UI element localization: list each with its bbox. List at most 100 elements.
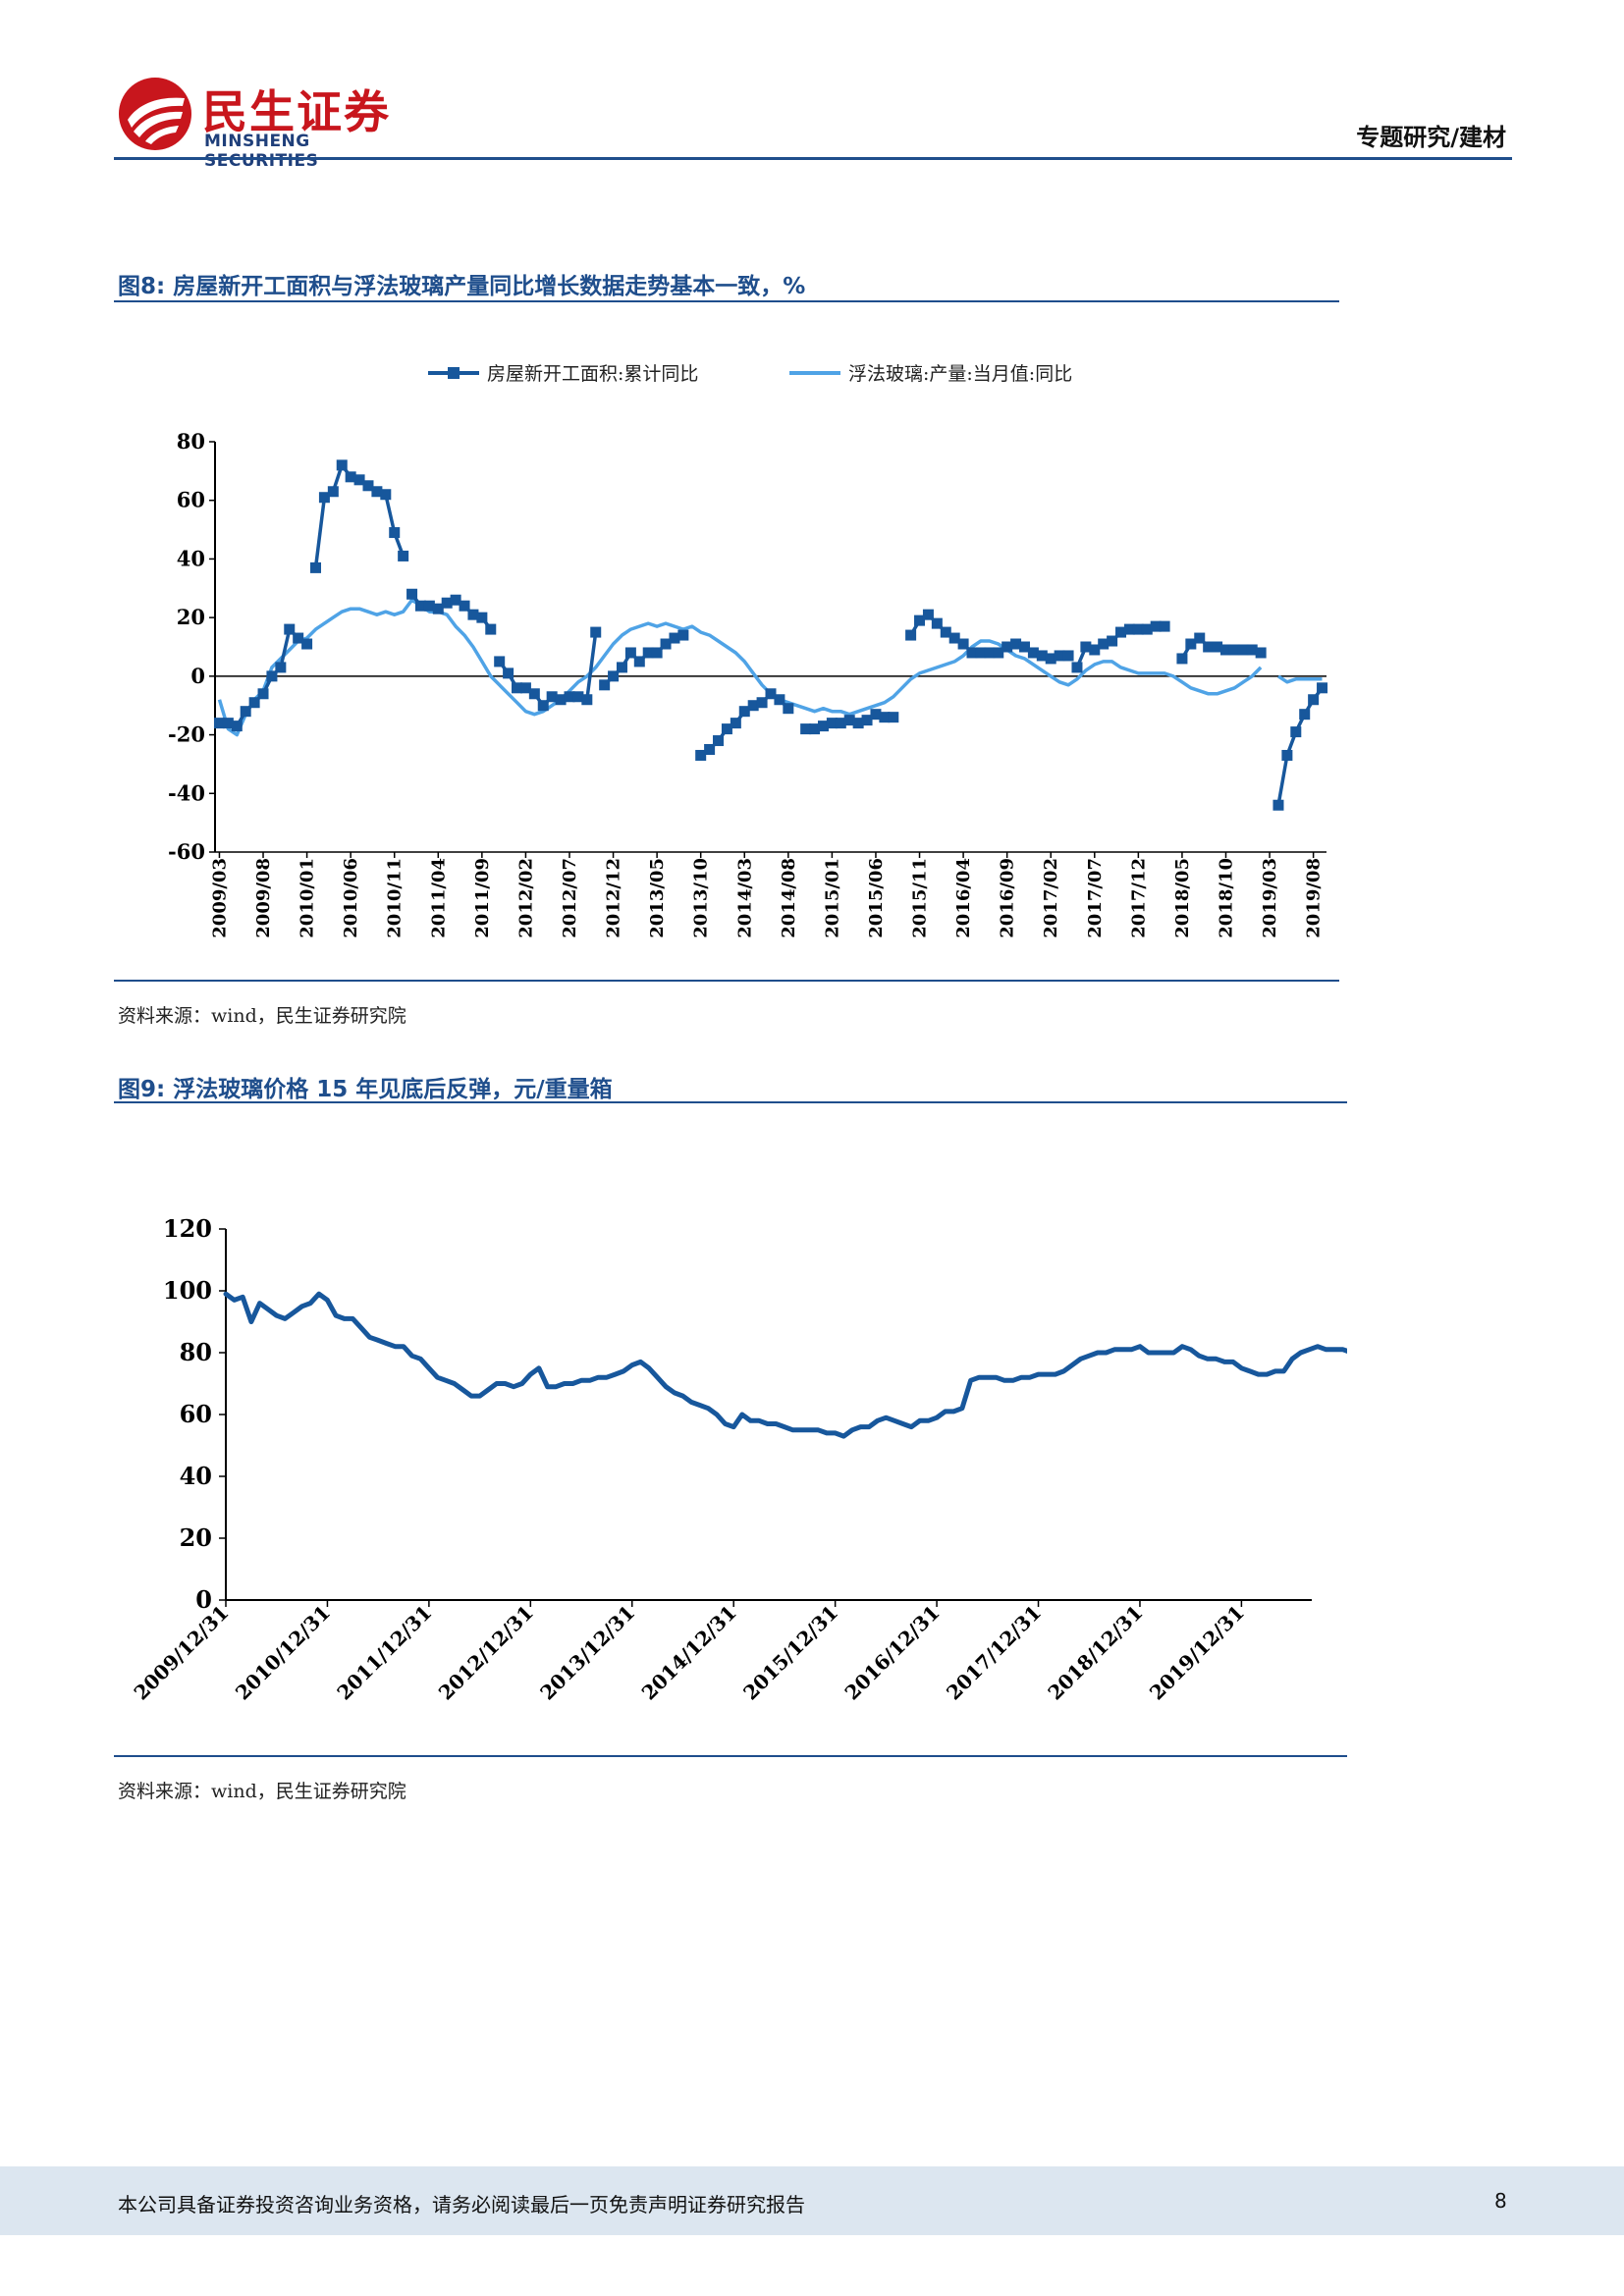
series-marker-housing [783, 703, 794, 715]
figure8-chart: 房屋新开工面积:累计同比 浮法玻璃:产量:当月值:同比 80 60 40 20 0 -20 -4… [168, 363, 1328, 938]
series-marker-housing [1036, 650, 1048, 662]
series-marker-housing [327, 486, 339, 498]
x-tick-label: 2012/02 [515, 858, 536, 938]
y-tick-label: 40 [177, 546, 205, 570]
series-marker-housing [1080, 641, 1092, 653]
figure9-chart: 120 100 80 60 40 20 02009/12/312010/12/312011/… [130, 1214, 1347, 1705]
series-marker-housing [966, 647, 978, 659]
series-marker-housing [1018, 641, 1030, 653]
series-marker-housing [633, 656, 645, 667]
series-marker-housing [852, 718, 864, 729]
series-marker-housing [651, 647, 663, 659]
series-marker-housing [861, 715, 873, 726]
x-tick-label: 2012/12 [604, 858, 624, 938]
series-marker-housing [1246, 644, 1258, 656]
series-line-glass [1277, 674, 1323, 684]
series-marker-housing [345, 471, 356, 483]
page-number: 8 [1494, 2189, 1507, 2213]
series-marker-housing [624, 647, 636, 659]
series-marker-housing [1317, 682, 1328, 694]
x-tick-label: 2009/03 [209, 858, 230, 938]
series-marker-housing [993, 647, 1004, 659]
series-marker-housing [695, 749, 707, 761]
footer-bar [0, 2166, 1624, 2235]
legend-label-housing: 房屋新开工面积:累计同比 [487, 363, 698, 385]
series-marker-housing [721, 723, 732, 735]
series-marker-housing [730, 718, 741, 729]
series-marker-housing [835, 718, 846, 729]
y-tick-label: 20 [177, 605, 205, 629]
series-marker-housing [660, 638, 672, 650]
series-marker-housing [914, 614, 926, 626]
footer-disclaimer: 本公司具备证券投资咨询业务资格，请务必阅读最后一页免责声明证券研究报告 [118, 2193, 805, 2216]
series-marker-housing [1299, 709, 1311, 721]
figure9-title: 图9: 浮法玻璃价格 15 年见底后反弹，元/重量箱 [118, 1077, 613, 1102]
x-tick-label: 2014/12/31 [637, 1601, 741, 1705]
x-tick-label: 2013/05 [647, 858, 668, 938]
series-marker-housing [310, 561, 322, 573]
series-marker-housing [599, 679, 611, 691]
series-marker-housing [774, 694, 785, 706]
series-marker-housing [1228, 644, 1240, 656]
x-tick-label: 2018/12/31 [1043, 1601, 1147, 1705]
y-tick-label: -40 [168, 780, 205, 805]
series-marker-housing [546, 691, 558, 703]
series-marker-housing [389, 527, 401, 539]
series-marker-housing [1255, 647, 1267, 659]
series-marker-housing [704, 744, 716, 755]
legend-label-glass: 浮法玻璃:产量:当月值:同比 [848, 363, 1072, 385]
series-marker-housing [528, 688, 540, 700]
y-tick-label: 80 [180, 1338, 212, 1366]
x-tick-label: 2017/12/31 [942, 1601, 1046, 1705]
series-marker-housing [257, 688, 269, 700]
series-marker-housing [931, 617, 943, 629]
series-marker-housing [1176, 653, 1188, 665]
x-tick-label: 2017/02 [1041, 858, 1061, 938]
series-marker-housing [467, 609, 479, 620]
y-tick-label: 120 [163, 1214, 212, 1243]
series-marker-housing [1123, 623, 1135, 635]
x-tick-label: 2019/12/31 [1145, 1601, 1249, 1705]
x-tick-label: 2017/07 [1085, 858, 1106, 938]
series-marker-housing [1194, 632, 1206, 644]
x-tick-label: 2019/03 [1260, 858, 1280, 938]
x-tick-label: 2015/06 [866, 858, 887, 938]
series-marker-housing [1054, 650, 1065, 662]
series-marker-housing [1010, 638, 1022, 650]
series-marker-housing [765, 688, 777, 700]
series-marker-housing [948, 632, 960, 644]
x-tick-label: 2011/09 [472, 858, 493, 938]
series-marker-housing [1141, 623, 1153, 635]
x-tick-label: 2009/12/31 [130, 1601, 234, 1705]
series-marker-housing [371, 486, 383, 498]
series-marker-housing [441, 597, 453, 609]
series-marker-housing [581, 694, 593, 706]
series-marker-housing [1272, 799, 1284, 811]
series-marker-housing [957, 638, 969, 650]
series-marker-housing [713, 735, 725, 747]
series-marker-housing [608, 670, 620, 682]
x-tick-label: 2012/07 [560, 858, 580, 938]
x-tick-label: 2016/04 [953, 858, 974, 938]
x-tick-label: 2012/12/31 [434, 1601, 538, 1705]
series-marker-housing [1219, 644, 1231, 656]
series-marker-housing [284, 623, 296, 635]
series-marker-housing [476, 612, 488, 623]
x-tick-label: 2010/12/31 [231, 1601, 335, 1705]
series-marker-housing [642, 647, 654, 659]
series-marker-housing [1107, 635, 1118, 647]
series-marker-housing [537, 700, 549, 712]
x-tick-label: 2011/04 [428, 858, 449, 938]
series-marker-housing [1027, 647, 1039, 659]
x-tick-label: 2009/08 [253, 858, 274, 938]
y-tick-label: 40 [180, 1462, 212, 1490]
series-marker-housing [905, 629, 917, 641]
y-tick-label: 0 [195, 1585, 212, 1614]
series-marker-housing [336, 459, 348, 471]
series-marker-housing [432, 603, 444, 614]
series-marker-housing [266, 670, 278, 682]
series-marker-housing [1159, 620, 1170, 632]
series-marker-housing [826, 718, 838, 729]
figure8-source: 资料来源：wind，民生证券研究院 [118, 1005, 406, 1027]
series-marker-housing [940, 626, 951, 638]
